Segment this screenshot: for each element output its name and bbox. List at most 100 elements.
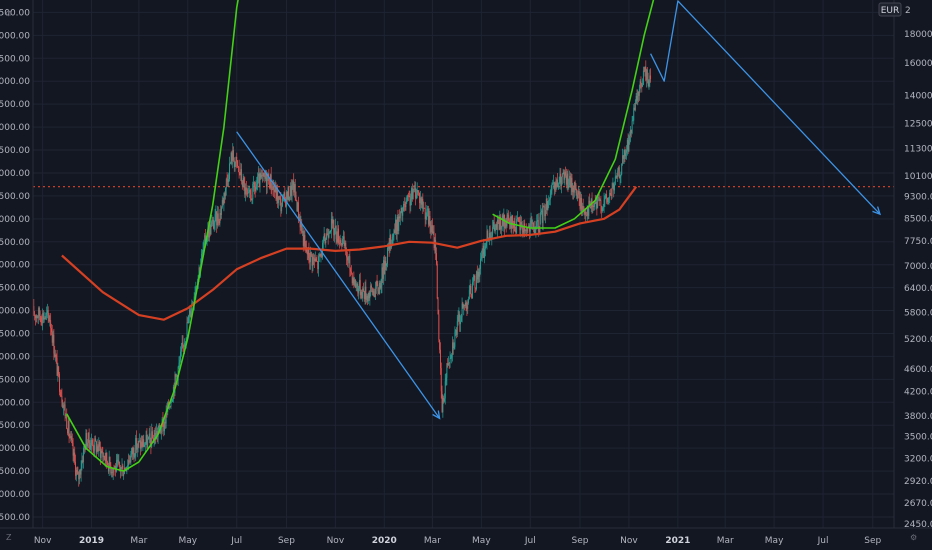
candle-body bbox=[105, 452, 107, 461]
candle-body bbox=[290, 185, 291, 197]
candle-body bbox=[442, 397, 444, 413]
left-axis-tick-label: 14500.00 bbox=[0, 284, 30, 294]
candle-body bbox=[114, 466, 116, 469]
x-axis-tick-label: May bbox=[472, 536, 491, 546]
zoom-icon[interactable]: Z bbox=[6, 533, 12, 542]
candle-body bbox=[560, 173, 562, 187]
candle-body bbox=[286, 191, 288, 200]
candle-body bbox=[336, 239, 338, 243]
left-axis-tick-label: 11000.00 bbox=[0, 444, 30, 454]
settings-corner-icon[interactable]: ⚙ bbox=[910, 533, 917, 542]
candle-body bbox=[145, 435, 147, 444]
x-axis-tick-label: May bbox=[765, 536, 784, 546]
candle-body bbox=[322, 237, 324, 243]
currency-badge[interactable]: EUR bbox=[878, 2, 902, 17]
candle-body bbox=[38, 307, 40, 316]
candle-body bbox=[440, 368, 442, 392]
candle-body bbox=[62, 402, 64, 408]
candle-body bbox=[151, 431, 153, 447]
candle-body bbox=[99, 441, 101, 447]
candle-body bbox=[54, 353, 56, 357]
candle-body bbox=[649, 75, 651, 82]
candle-body bbox=[144, 443, 146, 445]
candle-body bbox=[637, 91, 639, 101]
candle-body bbox=[504, 222, 506, 228]
left-axis-tick-label: 20000.00 bbox=[0, 31, 30, 41]
candle-body bbox=[289, 196, 291, 201]
candle-body bbox=[212, 219, 214, 222]
candle-body bbox=[379, 282, 380, 294]
candle-body bbox=[269, 174, 271, 188]
candle-body bbox=[555, 182, 557, 188]
candle-body bbox=[365, 286, 367, 300]
candle-body bbox=[49, 320, 51, 322]
candle-body bbox=[255, 186, 257, 191]
candle-body bbox=[317, 261, 319, 270]
candle-body bbox=[40, 317, 42, 323]
candle-body bbox=[540, 211, 542, 217]
candle-body bbox=[164, 421, 166, 424]
candle-body bbox=[601, 205, 603, 211]
candle-body bbox=[116, 459, 118, 461]
candle-body bbox=[302, 231, 304, 246]
candle-body bbox=[257, 173, 259, 177]
projection-arrow-line bbox=[650, 0, 881, 215]
candle-body bbox=[419, 192, 421, 203]
candle-body bbox=[627, 140, 629, 152]
candle-body bbox=[569, 176, 571, 188]
candle-body bbox=[283, 192, 285, 196]
candle-body bbox=[67, 420, 69, 434]
candle-body bbox=[406, 200, 408, 203]
settings-gear-icon[interactable]: ⚙ bbox=[5, 9, 12, 18]
candle-body bbox=[448, 363, 449, 366]
candle-body bbox=[165, 410, 167, 424]
candle-body bbox=[614, 184, 615, 191]
candle-body bbox=[610, 192, 611, 195]
candle-body bbox=[96, 446, 98, 453]
candle-body bbox=[340, 240, 342, 244]
right-price-axis[interactable]: 18000.00 16000.00 14000.00 12500.00 11300.00… bbox=[904, 30, 932, 530]
candle-body bbox=[196, 286, 198, 287]
candle-body bbox=[537, 219, 539, 231]
candle-body bbox=[539, 216, 541, 233]
candle-body bbox=[506, 214, 508, 227]
candle-body bbox=[195, 286, 197, 294]
time-axis[interactable]: Nov 2019 Mar May Jul Sep Nov 2020 Mar May Jul Sep No… bbox=[34, 536, 882, 546]
candle-body bbox=[596, 201, 598, 209]
right-axis-tick-label: 14000.00 bbox=[904, 92, 932, 102]
candle-body bbox=[471, 296, 473, 299]
candle-body bbox=[476, 271, 478, 280]
candle-body bbox=[293, 180, 295, 193]
candle-body bbox=[622, 155, 624, 159]
candle-body bbox=[456, 330, 457, 335]
candle-body bbox=[461, 303, 463, 318]
candle-body bbox=[444, 381, 446, 399]
left-axis-tick-label: 18000.00 bbox=[0, 123, 30, 133]
candle-body bbox=[479, 268, 481, 277]
x-axis-tick-label: Sep bbox=[864, 536, 881, 546]
candle-body bbox=[492, 227, 494, 236]
candle-body bbox=[572, 187, 574, 192]
candle-body bbox=[400, 207, 402, 213]
candle-body bbox=[98, 441, 100, 452]
candle-body bbox=[486, 230, 488, 243]
candle-body bbox=[629, 135, 631, 142]
candle-body bbox=[624, 150, 626, 157]
x-axis-tick-label: May bbox=[178, 536, 197, 546]
candle-body bbox=[444, 398, 445, 402]
candle-body bbox=[208, 227, 210, 238]
candle-body bbox=[349, 256, 351, 270]
candle-body bbox=[330, 231, 332, 232]
candle-body bbox=[202, 249, 204, 252]
left-price-axis[interactable]: 20500.00 20000.00 19500.00 19000.00 18500.00… bbox=[0, 8, 30, 523]
candle-body bbox=[278, 196, 280, 198]
candle-body bbox=[395, 219, 396, 234]
x-axis-tick-label: Nov bbox=[34, 536, 52, 546]
candle-body bbox=[550, 190, 552, 194]
candle-body bbox=[517, 217, 519, 221]
candle-body bbox=[291, 185, 293, 197]
candle-body bbox=[222, 200, 224, 204]
candle-body bbox=[348, 256, 350, 257]
candle-body bbox=[59, 373, 60, 392]
